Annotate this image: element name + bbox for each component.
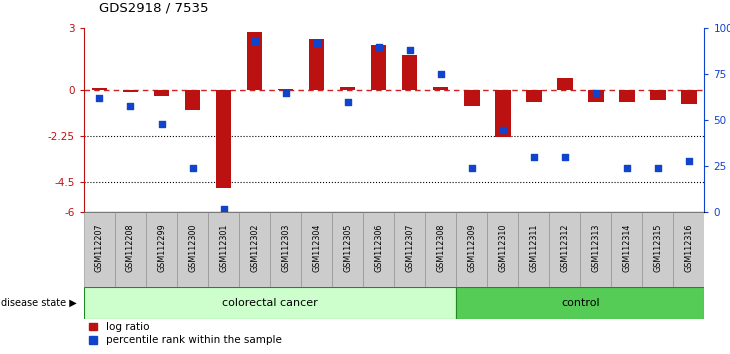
Bar	[433, 87, 448, 90]
Bar	[309, 39, 324, 90]
Point	[621, 165, 633, 171]
Text: GSM112312: GSM112312	[561, 224, 569, 272]
Bar	[580, 212, 611, 287]
Bar	[673, 212, 704, 287]
Text: GSM112314: GSM112314	[623, 224, 631, 272]
Bar	[371, 45, 386, 90]
Point	[249, 38, 261, 44]
Point	[187, 165, 199, 171]
Text: disease state ▶: disease state ▶	[1, 298, 77, 308]
Legend: log ratio, percentile rank within the sample: log ratio, percentile rank within the sa…	[89, 322, 282, 345]
Bar	[177, 212, 208, 287]
Bar	[301, 212, 332, 287]
Bar	[518, 212, 549, 287]
Point	[125, 103, 137, 108]
Point	[218, 206, 229, 212]
Bar	[340, 87, 356, 90]
Text: GSM112309: GSM112309	[467, 224, 476, 272]
Bar	[216, 90, 231, 188]
Bar	[92, 88, 107, 90]
Point	[528, 154, 539, 160]
Point	[311, 40, 323, 46]
Point	[652, 165, 664, 171]
Text: GSM112315: GSM112315	[653, 224, 662, 272]
Bar	[588, 90, 604, 102]
Bar	[84, 212, 115, 287]
Text: GSM112304: GSM112304	[312, 224, 321, 272]
Bar	[549, 212, 580, 287]
Bar	[208, 212, 239, 287]
Bar	[495, 90, 510, 137]
Bar	[84, 287, 456, 319]
Text: GSM112310: GSM112310	[499, 224, 507, 272]
Point	[404, 47, 415, 53]
Text: GSM112305: GSM112305	[343, 224, 352, 272]
Point	[466, 165, 477, 171]
Point	[280, 90, 291, 96]
Bar	[456, 212, 488, 287]
Text: GSM112308: GSM112308	[437, 224, 445, 272]
Bar	[115, 212, 146, 287]
Text: GSM112302: GSM112302	[250, 224, 259, 272]
Point	[373, 44, 385, 50]
Point	[683, 158, 695, 164]
Text: GSM112306: GSM112306	[374, 224, 383, 272]
Text: GSM112207: GSM112207	[95, 224, 104, 272]
Bar	[154, 90, 169, 96]
Bar	[456, 287, 704, 319]
Point	[435, 72, 447, 77]
Bar	[363, 212, 394, 287]
Text: GSM112299: GSM112299	[157, 224, 166, 272]
Text: GSM112208: GSM112208	[126, 224, 135, 272]
Text: GSM112307: GSM112307	[405, 224, 414, 272]
Point	[93, 96, 105, 101]
Point	[559, 154, 571, 160]
Bar	[394, 212, 425, 287]
Bar	[619, 90, 634, 102]
Bar	[270, 212, 301, 287]
Bar	[185, 90, 200, 110]
Text: GDS2918 / 7535: GDS2918 / 7535	[99, 1, 208, 14]
Bar	[123, 90, 138, 92]
Bar	[642, 212, 673, 287]
Bar	[239, 212, 270, 287]
Text: GSM112303: GSM112303	[281, 224, 290, 272]
Bar	[402, 55, 418, 90]
Bar	[425, 212, 456, 287]
Bar	[650, 90, 666, 100]
Bar	[332, 212, 363, 287]
Bar	[464, 90, 480, 106]
Point	[155, 121, 167, 127]
Text: colorectal cancer: colorectal cancer	[222, 298, 318, 308]
Bar	[278, 88, 293, 90]
Text: GSM112313: GSM112313	[591, 224, 600, 272]
Bar	[146, 212, 177, 287]
Bar	[247, 33, 262, 90]
Text: GSM112311: GSM112311	[529, 224, 538, 272]
Text: control: control	[561, 298, 599, 308]
Point	[342, 99, 353, 105]
Point	[590, 90, 602, 96]
Bar	[488, 212, 518, 287]
Bar	[557, 79, 572, 90]
Bar	[681, 90, 696, 104]
Point	[497, 127, 509, 132]
Text: GSM112316: GSM112316	[685, 224, 694, 272]
Bar	[526, 90, 542, 102]
Bar	[611, 212, 642, 287]
Text: GSM112300: GSM112300	[188, 224, 197, 272]
Text: GSM112301: GSM112301	[219, 224, 228, 272]
